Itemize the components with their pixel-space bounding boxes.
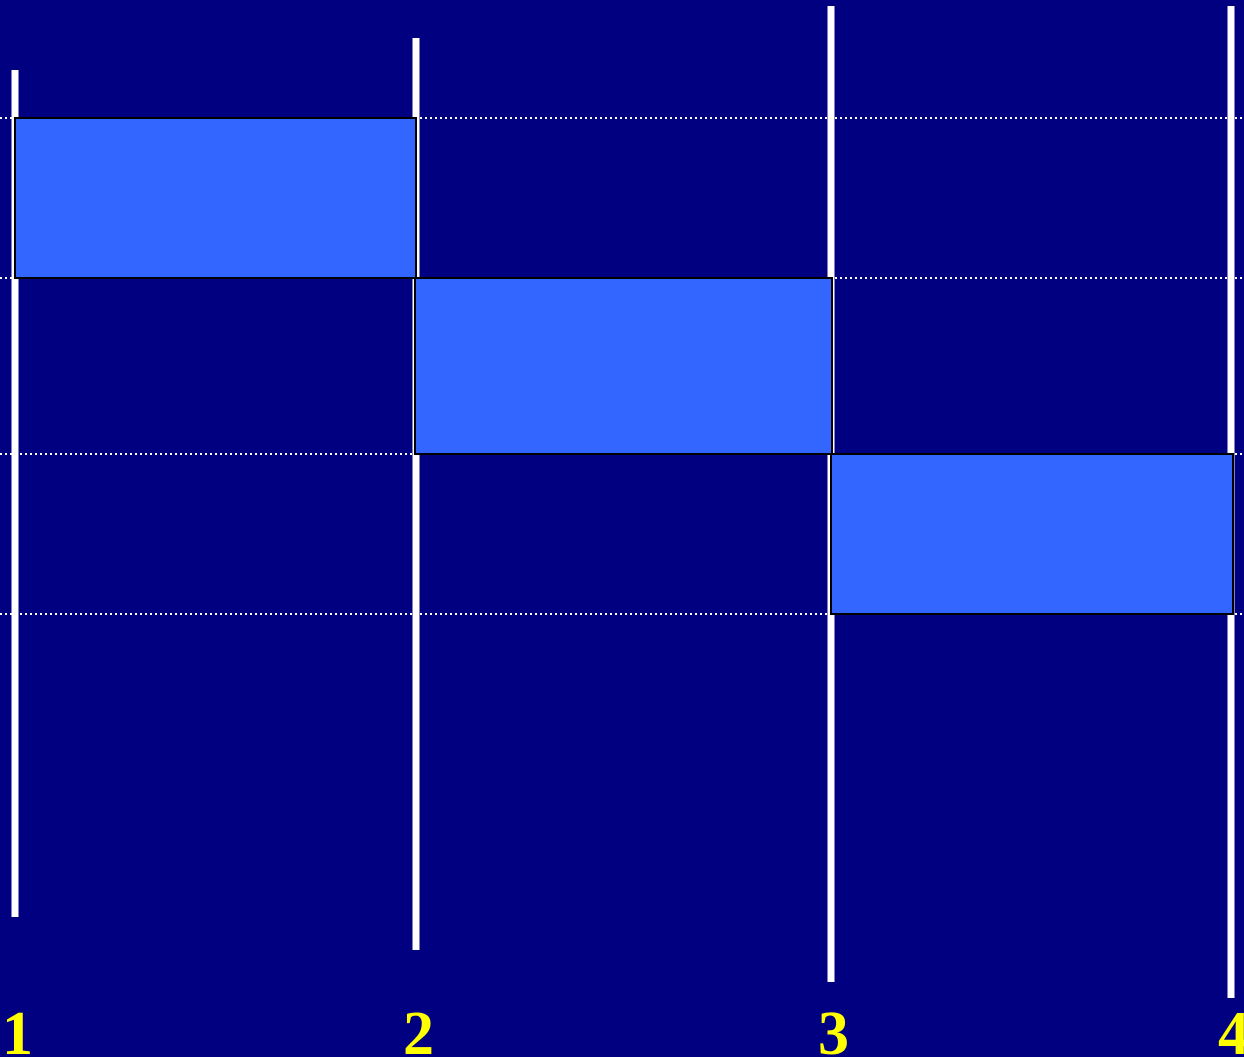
block — [414, 277, 833, 455]
marker-label: 1 — [2, 1000, 33, 1057]
block — [830, 453, 1234, 615]
block — [14, 117, 417, 279]
marker-label: 4 — [1218, 1000, 1244, 1057]
marker-label: 2 — [403, 1000, 434, 1057]
marker-label: 3 — [818, 1000, 849, 1057]
